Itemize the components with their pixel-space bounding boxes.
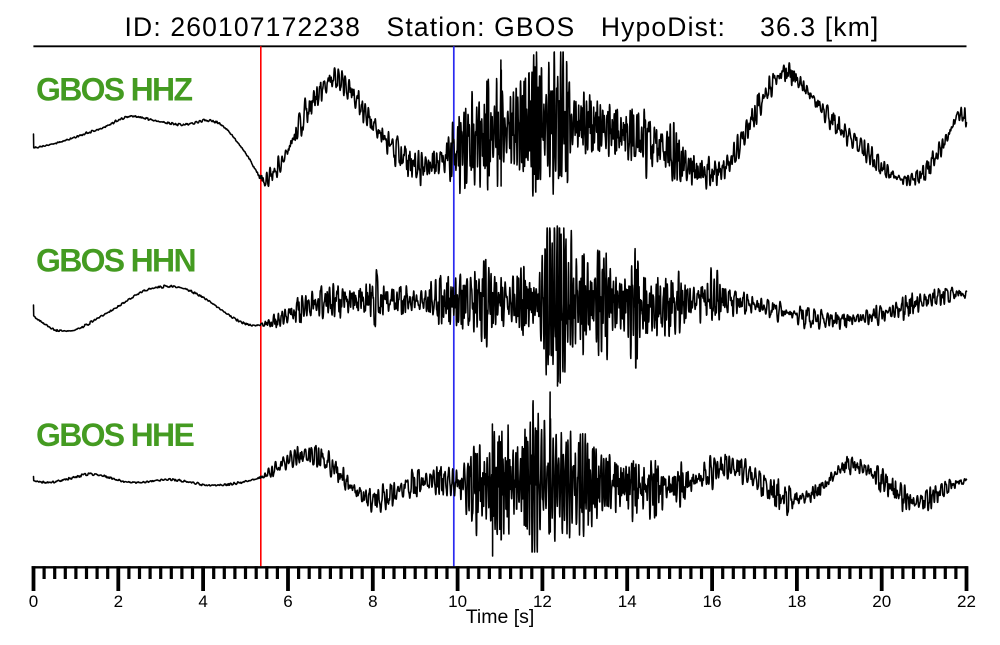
svg-text:0: 0 [29,592,38,611]
svg-text:8: 8 [368,592,377,611]
svg-text:10: 10 [448,592,467,611]
svg-text:18: 18 [787,592,806,611]
svg-text:22: 22 [957,592,976,611]
svg-text:2: 2 [114,592,123,611]
svg-text:16: 16 [703,592,722,611]
svg-text:Time [s]: Time [s] [466,606,535,628]
svg-text:GBOS HHE: GBOS HHE [36,417,194,453]
svg-text:ID: 260107172238 Station: GB: ID: 260107172238 Station: GBOS HypoDist:… [125,12,880,42]
svg-text:GBOS HHZ: GBOS HHZ [36,72,192,108]
svg-text:6: 6 [283,592,292,611]
svg-text:4: 4 [198,592,207,611]
svg-text:20: 20 [872,592,891,611]
svg-text:14: 14 [618,592,637,611]
svg-text:GBOS HHN: GBOS HHN [36,243,195,279]
svg-text:12: 12 [533,592,552,611]
